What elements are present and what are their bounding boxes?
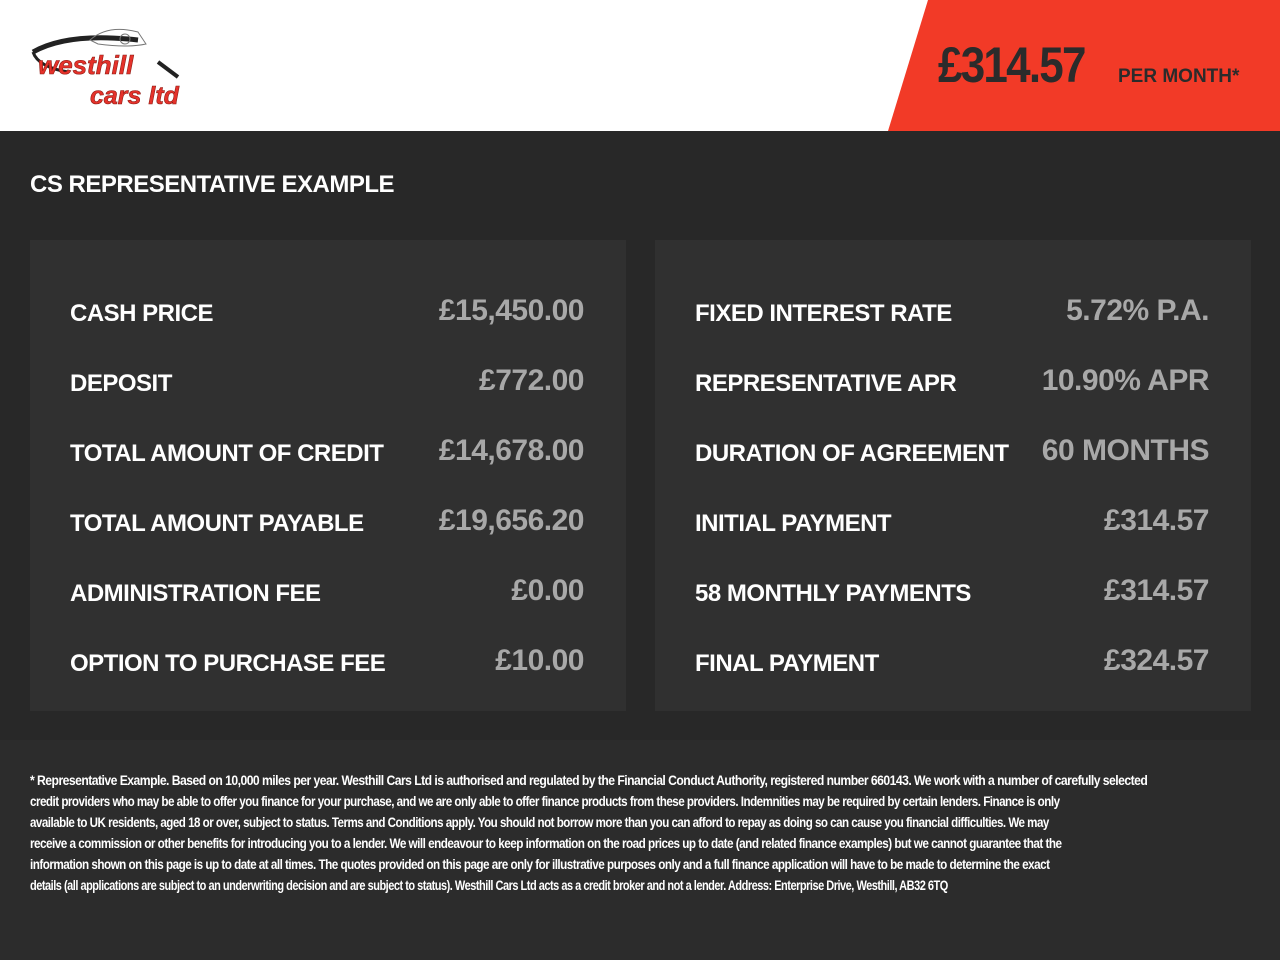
row-label: FINAL PAYMENT <box>695 650 879 677</box>
row-label: FIXED INTEREST RATE <box>695 300 952 327</box>
finance-row: CASH PRICE £15,450.00 <box>70 292 585 332</box>
row-value: £314.57 <box>1104 504 1209 537</box>
row-label: DURATION OF AGREEMENT <box>695 440 1009 467</box>
disclaimer-section: * Representative Example. Based on 10,00… <box>0 740 1280 960</box>
row-label: 58 MONTHLY PAYMENTS <box>695 580 971 607</box>
disclaimer-line: * Representative Example. Based on 10,00… <box>30 773 1148 788</box>
finance-row: FINAL PAYMENT £324.57 <box>695 642 1209 682</box>
row-value: 60 MONTHS <box>1041 434 1210 467</box>
finance-row: ADMINISTRATION FEE £0.00 <box>70 572 584 612</box>
left-finance-panel: CASH PRICE £15,450.00 DEPOSIT £772.00 TOTAL … <box>30 240 626 711</box>
row-label: REPRESENTATIVE APR <box>695 370 957 397</box>
disclaimer-text: * Representative Example. Based on 10,00… <box>30 770 1267 896</box>
row-label: CASH PRICE <box>70 300 214 327</box>
row-label: DEPOSIT <box>70 370 172 397</box>
finance-row: TOTAL AMOUNT PAYABLE £19,656.20 <box>70 502 585 542</box>
finance-row: TOTAL AMOUNT OF CREDIT £14,678.00 <box>70 432 585 472</box>
finance-row: 58 MONTHLY PAYMENTS £314.57 <box>695 572 1209 612</box>
row-value: 10.90% APR <box>1041 364 1210 397</box>
row-label: TOTAL AMOUNT PAYABLE <box>70 510 364 537</box>
finance-row: DURATION OF AGREEMENT 60 MONTHS <box>695 432 1210 472</box>
disclaimer-line: credit providers who may be able to offe… <box>30 794 1060 809</box>
row-value: £0.00 <box>511 574 584 607</box>
finance-row: REPRESENTATIVE APR 10.90% APR <box>695 362 1210 402</box>
row-label: OPTION TO PURCHASE FEE <box>70 650 386 677</box>
svg-text:westhill: westhill <box>38 50 134 80</box>
row-value: £10.00 <box>495 644 584 677</box>
svg-text:cars ltd: cars ltd <box>90 82 180 110</box>
row-value: £324.57 <box>1104 644 1209 677</box>
row-value: £314.57 <box>1104 574 1209 607</box>
row-label: TOTAL AMOUNT OF CREDIT <box>70 440 384 467</box>
right-finance-panel: FIXED INTEREST RATE 5.72% P.A. REPRESENTAT… <box>655 240 1251 711</box>
per-month-label: PER MONTH* <box>1118 66 1240 87</box>
disclaimer-line: available to UK residents, aged 18 or ov… <box>30 815 1049 830</box>
disclaimer-line: details (all applications are subject to… <box>30 878 948 893</box>
row-value: £15,450.00 <box>438 294 585 327</box>
disclaimer-line: receive a commission or other benefits f… <box>30 836 1062 851</box>
monthly-price: £314.57 <box>938 37 1086 93</box>
header: westhill cars ltd £314.57 PER MONTH* <box>0 0 1280 131</box>
row-value: £772.00 <box>479 364 584 397</box>
monthly-price-banner: £314.57 PER MONTH* <box>888 0 1280 131</box>
row-label: INITIAL PAYMENT <box>695 510 892 537</box>
row-value: £14,678.00 <box>438 434 585 467</box>
row-value: £19,656.20 <box>438 504 585 537</box>
westhill-cars-logo: westhill cars ltd <box>31 28 180 110</box>
finance-row: FIXED INTEREST RATE 5.72% P.A. <box>695 292 1209 332</box>
finance-row: DEPOSIT £772.00 <box>70 362 584 402</box>
disclaimer-line: information shown on this page is up to … <box>30 857 1050 872</box>
finance-row: INITIAL PAYMENT £314.57 <box>695 502 1209 542</box>
page-title: CS REPRESENTATIVE EXAMPLE <box>30 171 395 198</box>
finance-row: OPTION TO PURCHASE FEE £10.00 <box>70 642 584 682</box>
row-label: ADMINISTRATION FEE <box>70 580 321 607</box>
row-value: 5.72% P.A. <box>1066 294 1209 327</box>
